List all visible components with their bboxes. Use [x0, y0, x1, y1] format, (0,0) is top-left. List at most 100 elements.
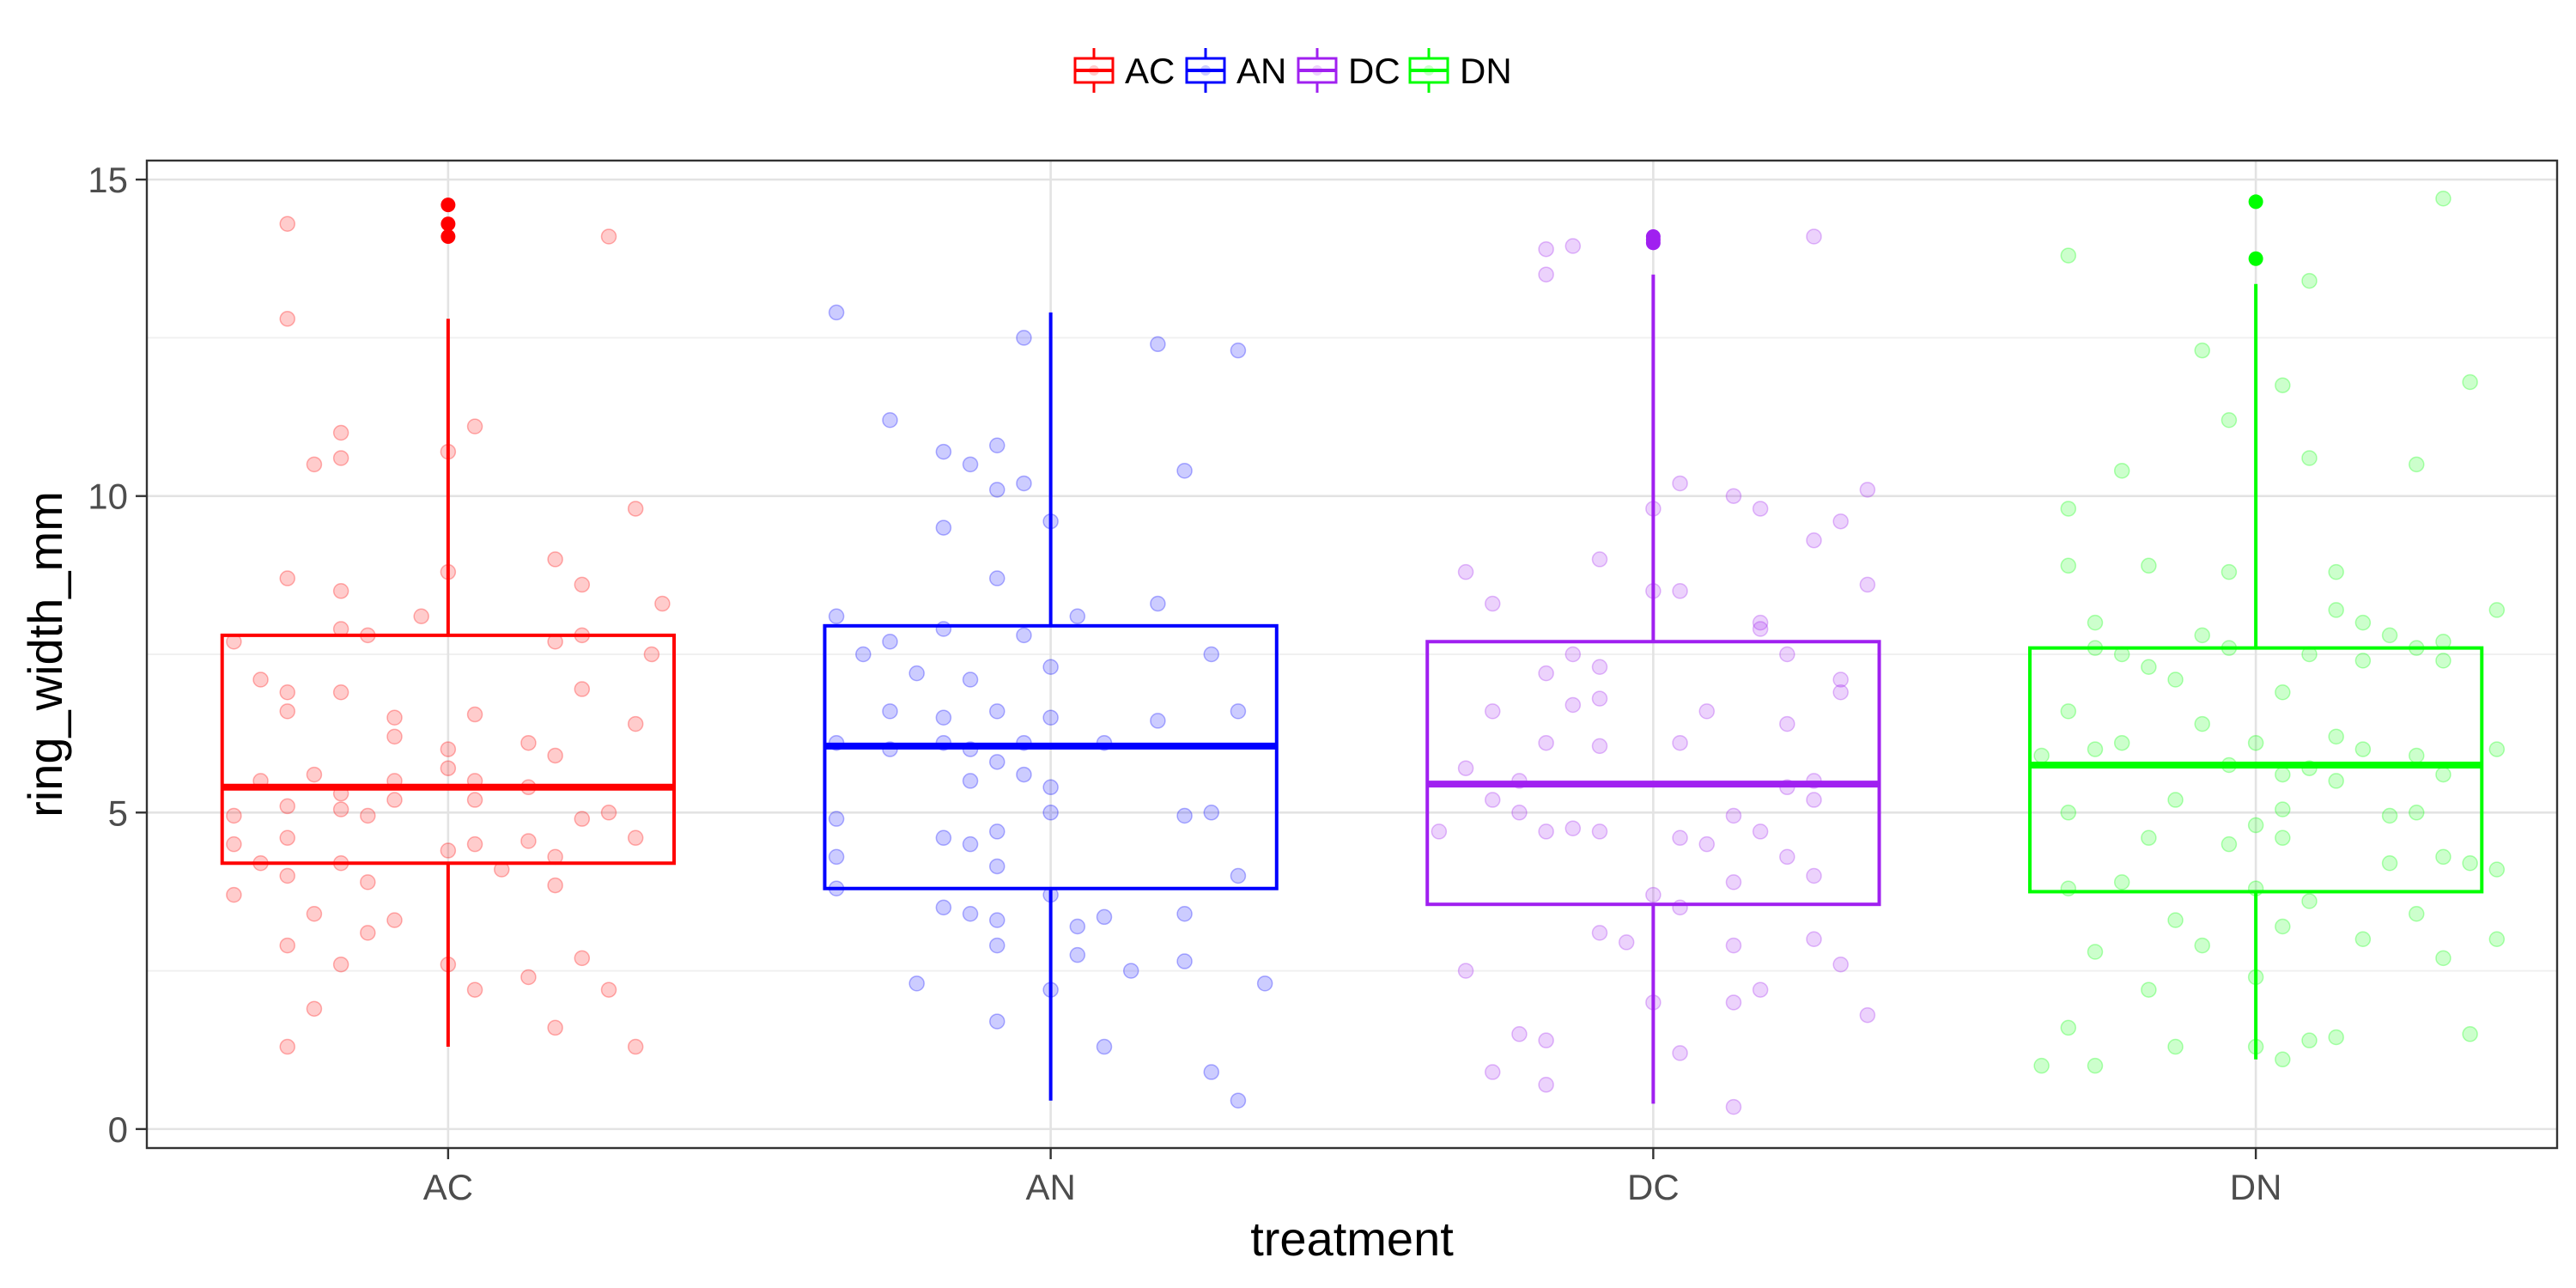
data-point	[935, 899, 952, 916]
data-point	[1042, 659, 1059, 675]
outlier-point	[440, 228, 456, 244]
data-point	[2221, 563, 2238, 580]
data-point	[988, 482, 1005, 498]
data-point	[2354, 931, 2372, 947]
data-point	[1725, 994, 1742, 1011]
x-axis: AC AN DC DN	[423, 1148, 2282, 1207]
data-point	[1725, 1098, 1742, 1115]
data-point	[1150, 713, 1166, 729]
data-point	[2462, 855, 2478, 872]
x-tick-label: DC	[1627, 1167, 1680, 1207]
data-point	[2409, 456, 2425, 473]
data-point	[600, 228, 617, 245]
data-point	[466, 981, 483, 998]
data-point	[2409, 905, 2425, 922]
data-point	[520, 734, 537, 751]
data-point	[1832, 956, 1849, 973]
data-point	[935, 709, 952, 726]
data-point	[1672, 899, 1688, 916]
data-point	[226, 807, 242, 824]
data-point	[2301, 450, 2318, 466]
data-point	[2275, 766, 2291, 783]
legend-key-point	[1089, 65, 1099, 76]
legend-item-ac: AC	[1073, 48, 1175, 93]
data-point	[988, 823, 1005, 840]
y-tick-label: 10	[88, 477, 128, 517]
data-point	[279, 829, 295, 847]
data-point	[935, 519, 952, 536]
data-point	[1538, 665, 1554, 682]
data-point	[2167, 1038, 2184, 1055]
data-point	[386, 792, 403, 808]
data-point	[1230, 703, 1247, 720]
data-point	[1672, 583, 1688, 599]
data-point	[252, 671, 269, 688]
outlier-point	[440, 197, 456, 213]
data-point	[2275, 918, 2291, 935]
data-point	[988, 754, 1005, 770]
data-point	[988, 858, 1005, 875]
data-point	[520, 969, 537, 986]
data-point	[1591, 738, 1608, 755]
data-point	[1538, 1032, 1554, 1048]
legend-label: DN	[1460, 51, 1512, 91]
data-point	[2275, 377, 2291, 393]
data-point	[1672, 1045, 1688, 1061]
series-ac	[220, 197, 677, 1055]
data-point	[547, 747, 563, 764]
data-point	[2141, 557, 2157, 574]
grid-lines	[147, 161, 2557, 1148]
data-point	[2247, 734, 2264, 751]
data-point	[1096, 1038, 1113, 1055]
data-point	[332, 683, 349, 701]
data-point	[935, 443, 952, 460]
data-point	[1806, 228, 1822, 245]
data-point	[2113, 874, 2130, 890]
data-point	[1752, 614, 1769, 631]
box	[2027, 646, 2484, 894]
data-point	[413, 608, 429, 625]
data-point	[547, 1019, 563, 1036]
data-point	[226, 886, 242, 903]
data-point	[882, 634, 898, 650]
data-point	[2087, 614, 2104, 631]
data-point	[1564, 646, 1582, 663]
data-point	[1176, 462, 1193, 479]
data-point	[1256, 975, 1273, 992]
data-point	[962, 773, 979, 789]
data-point	[2275, 1051, 2291, 1068]
data-point	[1752, 621, 1769, 637]
data-point	[279, 798, 295, 815]
data-point	[279, 703, 295, 720]
data-point	[1069, 946, 1086, 963]
data-point	[1096, 908, 1113, 926]
data-point	[360, 874, 376, 890]
data-point	[574, 576, 591, 593]
x-tick-label: AC	[423, 1167, 473, 1207]
data-point	[908, 665, 925, 682]
data-point	[574, 950, 591, 967]
data-point	[1203, 1064, 1220, 1080]
data-point	[386, 912, 403, 928]
box	[823, 623, 1279, 890]
data-point	[600, 805, 617, 821]
outlier-point	[2248, 194, 2263, 210]
data-point	[935, 829, 952, 847]
data-point	[306, 766, 323, 783]
data-point	[1618, 934, 1635, 951]
data-point	[2435, 190, 2451, 207]
data-point	[908, 975, 925, 992]
data-point	[1016, 766, 1032, 783]
data-point	[855, 646, 872, 663]
box	[220, 633, 677, 866]
data-point	[306, 1000, 323, 1018]
data-point	[988, 437, 1005, 453]
legend-key-point	[1424, 65, 1434, 76]
data-point	[2087, 741, 2104, 757]
data-point	[828, 608, 845, 625]
data-point	[279, 937, 295, 954]
data-point	[2275, 801, 2291, 817]
data-point	[600, 981, 617, 998]
x-tick-label: DN	[2230, 1167, 2282, 1207]
